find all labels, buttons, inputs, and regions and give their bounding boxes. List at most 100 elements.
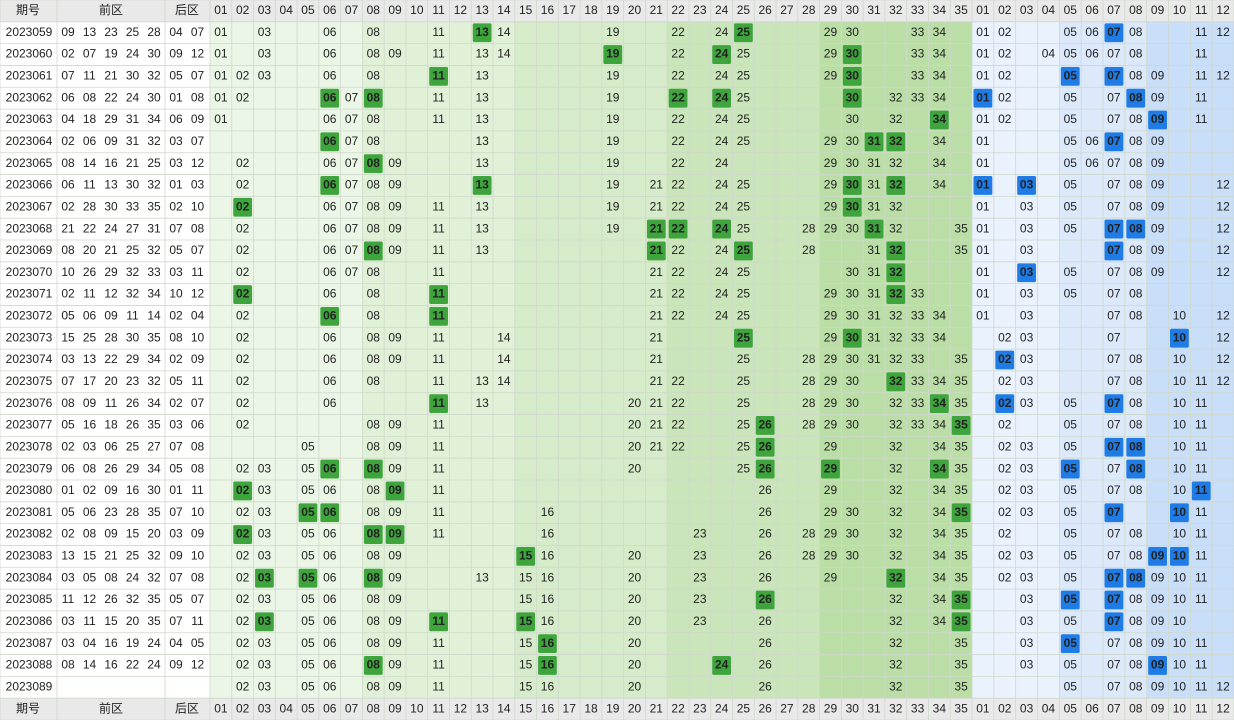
- hit-box: [929, 459, 949, 479]
- front-number: 02: [61, 287, 75, 301]
- header-front-num: 03: [258, 3, 272, 17]
- cell-number: 10: [1173, 592, 1187, 606]
- cell-number: 05: [301, 679, 315, 693]
- hit-number: 25: [737, 243, 751, 257]
- cell-number: 05: [1064, 439, 1078, 453]
- front-number: 32: [126, 592, 140, 606]
- cell-number: 11: [1195, 636, 1208, 650]
- cell-number: 19: [606, 112, 620, 126]
- hit-box: [951, 503, 971, 523]
- cell-number: 05: [1064, 505, 1078, 519]
- cell-number: 02: [998, 483, 1012, 497]
- cell-number: 12: [1216, 243, 1230, 257]
- header-front-num: 30: [846, 701, 860, 715]
- header-front-num: 05: [301, 701, 315, 715]
- front-number: 23: [104, 505, 118, 519]
- hit-box: [1148, 110, 1167, 130]
- hit-box: [1104, 132, 1124, 152]
- hit-box: [1060, 66, 1080, 86]
- cell-number: 03: [1020, 592, 1034, 606]
- front-number: 06: [61, 178, 75, 192]
- front-number: 30: [147, 483, 161, 497]
- hit-box: [1060, 590, 1080, 610]
- front-number: 24: [126, 90, 140, 104]
- cell-number: 08: [367, 614, 381, 628]
- cell-number: 03: [258, 483, 272, 497]
- cell-number: 08: [367, 418, 381, 432]
- hit-number: 08: [1129, 570, 1143, 584]
- back-number: 05: [169, 69, 183, 83]
- header-front-num: 05: [301, 3, 315, 17]
- front-number: 32: [147, 243, 161, 257]
- front-column-bg: [863, 21, 885, 699]
- hit-box: [1191, 481, 1211, 501]
- cell-number: 05: [301, 461, 315, 475]
- cell-number: 02: [236, 614, 250, 628]
- front-number: 22: [104, 90, 118, 104]
- cell-number: 20: [628, 614, 642, 628]
- cell-number: 33: [911, 330, 925, 344]
- header-front-num: 21: [650, 3, 664, 17]
- hit-number: 11: [432, 287, 445, 301]
- cell-number: 12: [1216, 265, 1230, 279]
- cell-number: 13: [475, 396, 489, 410]
- front-number: 16: [104, 156, 118, 170]
- front-number: 30: [147, 90, 161, 104]
- back-number: 02: [169, 352, 183, 366]
- hit-box: [472, 23, 492, 43]
- front-number: 32: [147, 69, 161, 83]
- cell-number: 06: [1085, 134, 1099, 148]
- hit-box: [1017, 263, 1036, 283]
- cell-number: 30: [846, 25, 860, 39]
- cell-number: 12: [1216, 221, 1230, 235]
- header-front-num: 20: [628, 3, 642, 17]
- cell-number: 09: [388, 658, 402, 672]
- cell-number: 10: [1173, 352, 1187, 366]
- front-number: 21: [104, 243, 118, 257]
- issue-id: 2023069: [6, 243, 53, 257]
- cell-number: 05: [1064, 287, 1078, 301]
- front-number: 18: [104, 418, 118, 432]
- cell-number: 32: [889, 221, 903, 235]
- front-number: 08: [83, 527, 97, 541]
- back-number: 02: [169, 199, 183, 213]
- cell-number: 09: [388, 505, 402, 519]
- header-bg: [0, 0, 1234, 22]
- cell-number: 11: [432, 330, 445, 344]
- header-front-num: 33: [911, 701, 925, 715]
- hit-number: 02: [236, 287, 250, 301]
- front-number: 06: [83, 505, 97, 519]
- cell-number: 02: [236, 461, 250, 475]
- hit-number: 34: [933, 112, 947, 126]
- cell-number: 10: [1173, 658, 1187, 672]
- cell-number: 31: [867, 309, 881, 323]
- cell-number: 10: [1173, 396, 1187, 410]
- cell-number: 05: [1064, 47, 1078, 61]
- cell-number: 30: [846, 374, 860, 388]
- cell-number: 21: [650, 309, 664, 323]
- header-front-num: 18: [584, 3, 598, 17]
- cell-number: 32: [889, 439, 903, 453]
- cell-number: 03: [1020, 570, 1034, 584]
- cell-number: 21: [650, 439, 664, 453]
- cell-number: 06: [1085, 156, 1099, 170]
- hit-number: 30: [846, 47, 860, 61]
- cell-number: 25: [737, 90, 751, 104]
- hit-box: [1170, 546, 1189, 566]
- hit-box: [603, 45, 623, 64]
- cell-number: 35: [954, 374, 968, 388]
- cell-number: 07: [345, 134, 359, 148]
- front-number: 02: [61, 439, 75, 453]
- cell-number: 02: [236, 330, 250, 344]
- cell-number: 13: [475, 134, 489, 148]
- cell-number: 13: [475, 47, 489, 61]
- cell-number: 09: [1151, 265, 1165, 279]
- hit-box: [842, 66, 862, 86]
- header-back-num: 04: [1042, 3, 1056, 17]
- header-id: 期号: [16, 701, 40, 715]
- cell-number: 30: [846, 352, 860, 366]
- hit-box: [538, 634, 557, 654]
- cell-number: 11: [1195, 570, 1208, 584]
- header-front-num: 17: [563, 701, 577, 715]
- back-number: 07: [191, 592, 205, 606]
